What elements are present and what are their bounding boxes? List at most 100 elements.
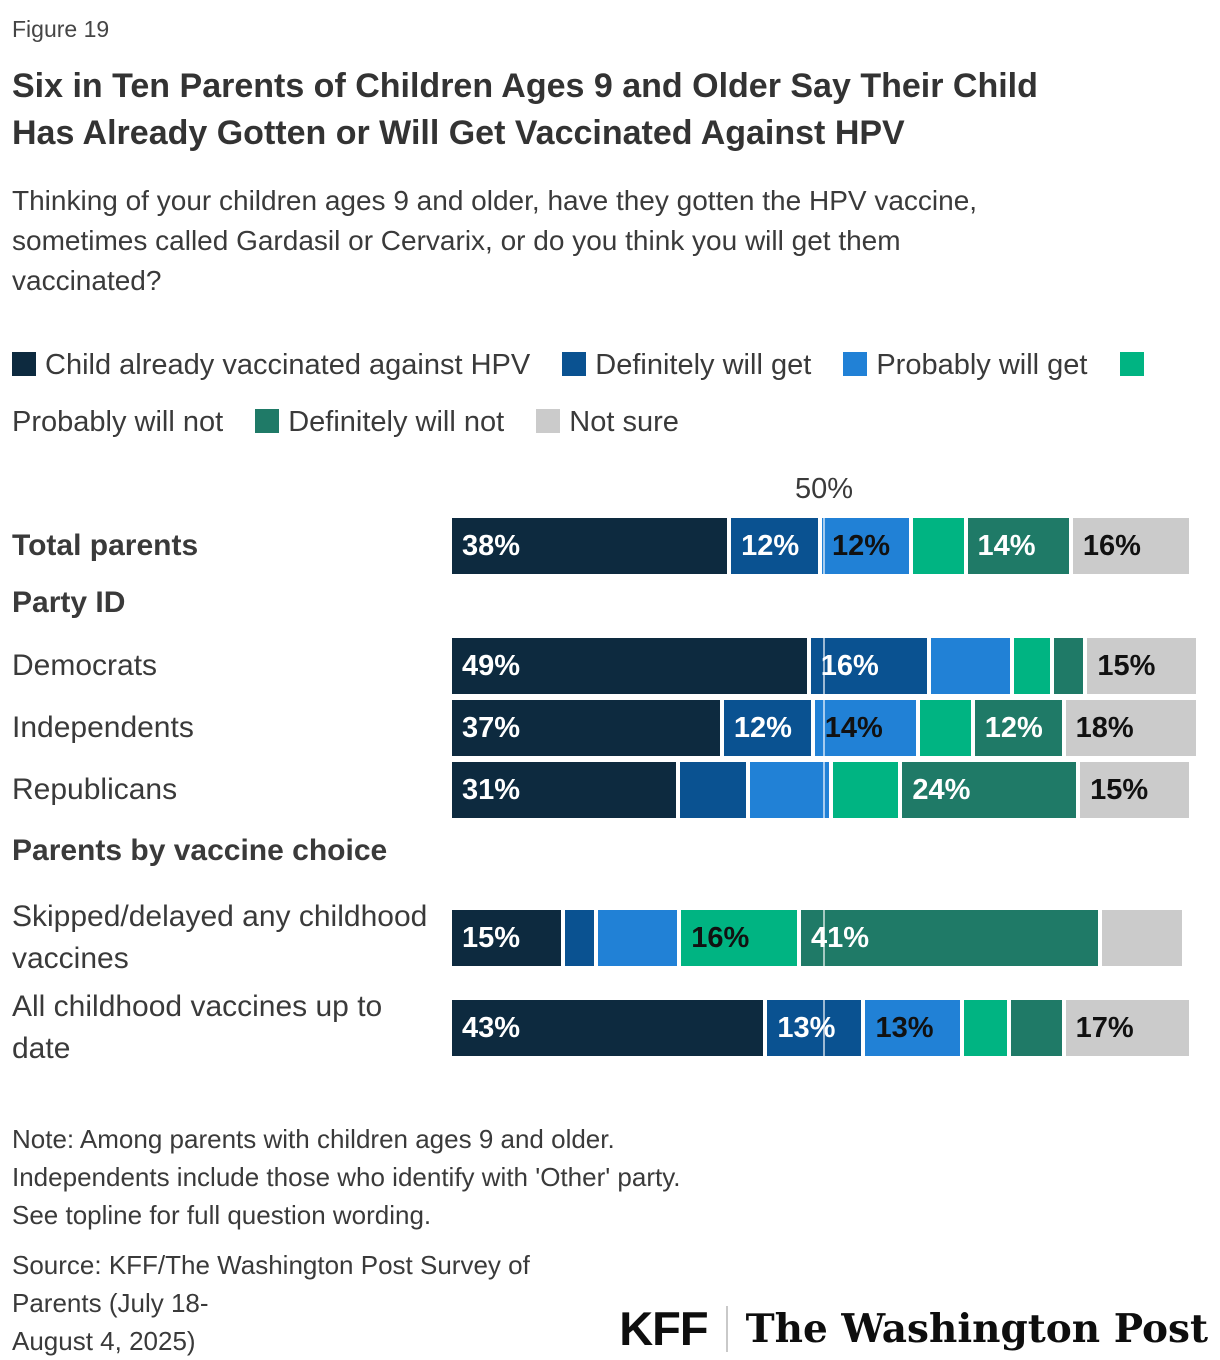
bar-segment: 15% [1080,762,1189,818]
chart-body: Total parents 38% 12% 12% 14% 16% Party ID Demo… [12,518,1208,1070]
subtitle: Thinking of your children ages 9 and old… [12,181,1208,301]
segment-value-label: 16% [1082,530,1141,562]
bar-segment: 16% [810,638,927,694]
bar-segment: 24% [902,762,1077,818]
row-label: Democrats [12,649,158,682]
chart-row: All childhood vaccines up to date 43% 13% 1… [12,986,1208,1070]
stacked-bar: 49% 16% 15% [452,638,1196,694]
figure-label: Figure 19 [12,16,110,42]
stacked-bar: 37% 12% 14% 12% 18% [452,700,1196,756]
bar-segment [912,518,964,574]
segment-value-label: 13% [875,1012,934,1044]
bar-segment: 43% [452,1000,764,1056]
bar-segment [749,762,830,818]
bar-segment: 14% [967,518,1069,574]
legend-item: Child already vaccinated against HPV [12,349,530,381]
segment-value-label: 31% [462,774,521,806]
segment-value-label: 38% [462,530,521,562]
page-title: Six in Ten Parents of Children Ages 9 an… [12,63,1208,157]
legend-swatch-icon [12,352,36,376]
legend-swatch-icon [562,352,587,376]
row-label: All childhood vaccines up to date [12,990,383,1065]
segment-value-label: 15% [1097,650,1156,682]
legend-swatch-icon [843,352,868,376]
segment-value-label: 12% [733,712,792,744]
stacked-bar: 31% 24% 15% [452,762,1196,818]
bar-segment [1101,910,1182,966]
chart-row: Independents 37% 12% 14% 12% 18% [12,700,1208,756]
legend-label: Definitely will not [288,406,505,438]
legend-item: Probably will get [843,349,1087,381]
segment-value-label: 12% [832,530,891,562]
bar-segment: 13% [767,1000,862,1056]
bar-segment: 18% [1065,700,1196,756]
source-text: Source: KFF/The Washington Post Survey o… [12,1246,619,1360]
title-line-2: Has Already Gotten or Will Get Vaccinate… [12,114,905,152]
note-line-3: See topline for full question wording. [12,1200,432,1230]
segment-value-label: 12% [984,712,1043,744]
gridline-50pct [823,518,825,1070]
segment-value-label: 43% [462,1012,521,1044]
bar-segment: 41% [801,910,1098,966]
segment-value-label: 16% [691,922,750,954]
axis-50-label: 50% [794,473,854,505]
bar-segment: 12% [723,700,811,756]
legend: Child already vaccinated against HPV Def… [12,337,1192,451]
segment-value-label: 15% [462,922,521,954]
subtitle-line-3: vaccinated? [12,265,162,296]
stacked-bar: 43% 13% 13% 17% [452,1000,1196,1056]
washington-post-logo: The Washington Post [745,1305,1208,1352]
logo-divider [725,1305,728,1352]
segment-value-label: 24% [912,774,971,806]
chart-row: Democrats 49% 16% 15% [12,638,1208,694]
legend-swatch-icon [255,409,280,433]
segment-value-label: 14% [977,530,1036,562]
bar-segment: 37% [452,700,720,756]
bar-segment [564,910,594,966]
stacked-bar: 38% 12% 12% 14% 16% [452,518,1196,574]
stacked-bar: 15% 16% 41% [452,910,1196,966]
bar-segment: 13% [865,1000,960,1056]
legend-label: Child already vaccinated against HPV [45,349,531,381]
segment-value-label: 49% [462,650,521,682]
bar-segment [1054,638,1084,694]
subtitle-line-2: sometimes called Gardasil or Cervarix, o… [12,225,901,256]
legend-label: Definitely will get [595,349,812,381]
bar-segment [920,700,971,756]
bar-segment: 15% [1087,638,1196,694]
legend-label: Probably will not [12,406,224,438]
note-line-1: Note: Among parents with children ages 9… [12,1124,615,1154]
segment-value-label: 37% [462,712,521,744]
bar-segment [1014,638,1051,694]
bar-segment: 17% [1065,1000,1189,1056]
source-line-2: August 4, 2025) [12,1326,196,1356]
kff-logo: KFF [619,1302,708,1355]
subtitle-line-1: Thinking of your children ages 9 and old… [12,185,978,216]
bar-segment: 16% [681,910,798,966]
chart-row: Total parents 38% 12% 12% 14% 16% [12,518,1208,574]
logos: KFF The Washington Post [619,1301,1208,1360]
legend-label: Probably will get [876,349,1088,381]
bar-segment: 15% [452,910,561,966]
segment-value-label: 16% [820,650,879,682]
legend-item: Probably will not [12,349,1153,438]
row-label: Independents [12,711,194,744]
segment-value-label: 14% [824,712,883,744]
bar-segment: 12% [974,700,1062,756]
legend-item: Not sure [536,406,679,438]
bar-segment: 49% [452,638,807,694]
row-label: Skipped/delayed any childhood vaccines [12,900,428,975]
segment-value-label: 18% [1075,712,1134,744]
segment-value-label: 15% [1090,774,1149,806]
bar-segment: 14% [814,700,917,756]
bar-segment: 31% [452,762,677,818]
chart-row: Skipped/delayed any childhood vaccines 15… [12,896,1208,980]
source-line-1: Source: KFF/The Washington Post Survey o… [12,1250,530,1318]
bar-segment: 16% [1072,518,1189,574]
segment-value-label: 13% [777,1012,836,1044]
bar-segment [963,1000,1007,1056]
legend-item: Definitely will not [255,406,504,438]
bar-segment [680,762,746,818]
legend-label: Not sure [569,406,679,438]
